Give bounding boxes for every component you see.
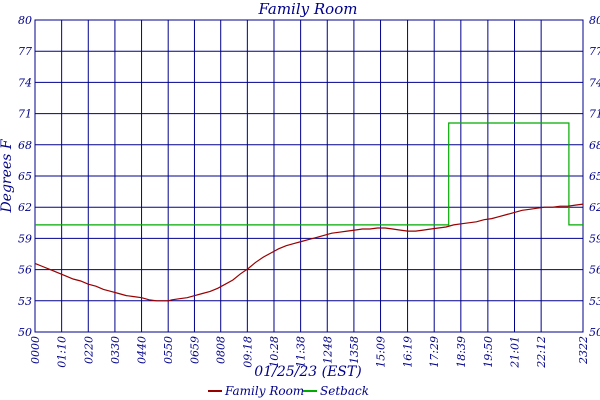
x-tick-label: 0808 (215, 336, 228, 364)
x-tick-label: 22:12 (535, 336, 548, 369)
series-line-family-room (34, 203, 584, 302)
y-tick-label-left: 80 (18, 14, 32, 27)
y-axis-label: Degrees F (0, 138, 15, 213)
y-tick-label-right: 50 (589, 326, 600, 339)
x-tick-label: 0330 (109, 336, 122, 364)
y-tick-label-left: 77 (18, 45, 32, 58)
y-tick-label-right: 71 (589, 108, 600, 121)
y-tick-label-left: 68 (18, 139, 32, 152)
y-tick-label-right: 59 (589, 232, 600, 245)
x-tick-label: 11:38 (295, 336, 308, 368)
y-tick-label-left: 71 (18, 108, 32, 121)
y-tick-label-right: 80 (589, 14, 600, 27)
x-tick-label: 0550 (162, 336, 175, 364)
y-tick-label-left: 74 (18, 76, 32, 89)
y-tick-label-right: 68 (589, 139, 600, 152)
y-tick-label-right: 77 (589, 45, 600, 58)
y-tick-label-right: 65 (589, 170, 600, 183)
y-tick-label-right: 56 (589, 264, 600, 277)
x-tick-label: 0000 (29, 336, 42, 364)
x-tick-label: 01:10 (56, 336, 69, 368)
x-tick-label: 2322 (577, 336, 590, 365)
chart-title: Family Room (258, 0, 358, 18)
x-tick-label: 0440 (136, 336, 149, 364)
y-tick-label-right: 53 (589, 295, 600, 308)
x-tick-label: 18:39 (455, 336, 468, 368)
x-tick-label: 15:09 (375, 336, 388, 368)
y-tick-label-left: 53 (18, 295, 32, 308)
y-axis-right: 50 53 56 59 62 65 68 71 74 77 80 (589, 14, 600, 339)
y-axis-left: 50 53 56 59 62 65 68 71 74 77 80 (18, 14, 32, 339)
legend-label: Setback (320, 384, 369, 398)
y-tick-label-left: 59 (18, 232, 32, 245)
x-tick-label: 10:28 (268, 336, 281, 368)
plot-frame (34, 19, 584, 333)
series-layer (34, 122, 584, 302)
x-tick-label: 0659 (188, 336, 201, 364)
series-line-setback (35, 122, 583, 226)
y-tick-label-left: 50 (18, 326, 32, 339)
y-tick-label-left: 65 (18, 170, 32, 183)
x-tick-label: 09:18 (241, 336, 254, 368)
x-axis: 0000 01:10 0220 0330 0440 0550 0659 0808 09:18 10… (29, 336, 590, 369)
legend-label: Family Room (224, 384, 304, 398)
x-tick-label: 0220 (82, 336, 95, 364)
y-tick-label-right: 74 (589, 76, 600, 89)
x-axis-label: 01/25/23 (EST) (254, 364, 361, 380)
x-tick-label: 1248 (321, 336, 334, 364)
x-tick-label: 19:50 (482, 336, 495, 368)
y-tick-label-right: 62 (589, 201, 600, 214)
legend: Family Room Setback (208, 384, 369, 398)
grid (34, 19, 584, 333)
x-tick-label: 1358 (348, 336, 361, 364)
x-tick-label: 21:01 (509, 336, 522, 369)
x-tick-label: 17:29 (428, 336, 441, 368)
y-tick-label-left: 56 (18, 264, 32, 277)
x-tick-label: 16:19 (402, 336, 415, 368)
y-tick-label-left: 62 (18, 201, 32, 214)
